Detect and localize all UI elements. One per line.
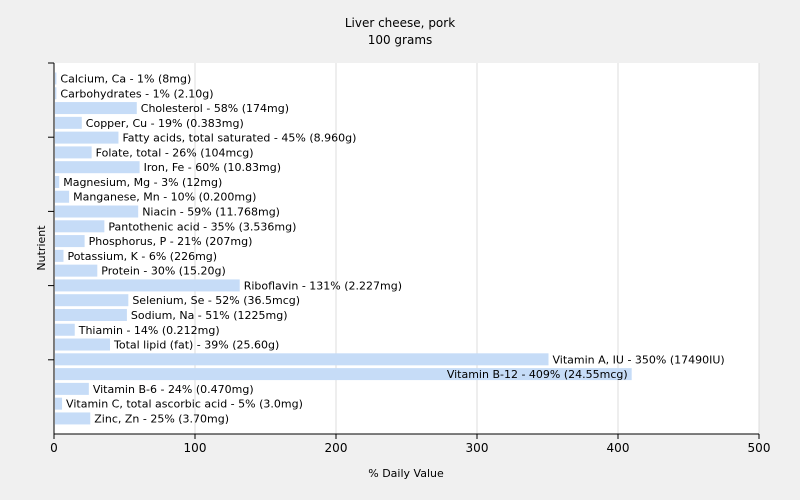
bar-label: Selenium, Se - 52% (36.5mcg) [132, 294, 300, 307]
y-axis-title: Nutrient [35, 225, 48, 271]
bar-label: Total lipid (fat) - 39% (25.60g) [113, 339, 279, 352]
bar-label: Cholesterol - 58% (174mg) [141, 102, 289, 115]
bar-label: Pantothenic acid - 35% (3.536mg) [108, 220, 296, 233]
bar [55, 294, 129, 307]
bar-label: Vitamin B-12 - 409% (24.55mcg) [447, 368, 628, 381]
bar-label: Calcium, Ca - 1% (8mg) [60, 73, 191, 86]
bar [55, 249, 64, 262]
x-axis-title: % Daily Value [368, 467, 444, 480]
bar [55, 338, 110, 351]
bar [55, 308, 127, 321]
bar [55, 235, 85, 248]
bar [55, 116, 82, 129]
bar [55, 353, 549, 366]
bar-label: Carbohydrates - 1% (2.10g) [60, 87, 213, 100]
bar [55, 264, 98, 277]
x-tick-label: 300 [466, 441, 489, 455]
bar-label: Sodium, Na - 51% (1225mg) [131, 309, 288, 322]
bar-label: Zinc, Zn - 25% (3.70mg) [94, 412, 229, 425]
bar [55, 205, 139, 218]
bar [55, 397, 63, 410]
bar [55, 146, 92, 159]
bar-label: Vitamin C, total ascorbic acid - 5% (3.0… [66, 398, 303, 411]
bar-label: Vitamin B-6 - 24% (0.470mg) [93, 383, 254, 396]
bar-label: Vitamin A, IU - 350% (17490IU) [553, 353, 725, 366]
chart-title: Liver cheese, pork [345, 16, 455, 30]
x-tick-label: 500 [748, 441, 771, 455]
bar-label: Riboflavin - 131% (2.227mg) [244, 279, 402, 292]
bar [55, 87, 57, 100]
bar-label: Potassium, K - 6% (226mg) [67, 250, 217, 263]
bar-label: Manganese, Mn - 10% (0.200mg) [73, 191, 256, 204]
bar-label: Iron, Fe - 60% (10.83mg) [144, 161, 281, 174]
bar-label: Folate, total - 26% (104mcg) [96, 146, 254, 159]
bar [55, 368, 632, 381]
bar [55, 175, 60, 188]
bar-label: Protein - 30% (15.20g) [101, 265, 226, 278]
bar [55, 323, 75, 336]
bar [55, 72, 57, 85]
bar-label: Fatty acids, total saturated - 45% (8.96… [122, 132, 356, 145]
bar-label: Phosphorus, P - 21% (207mg) [89, 235, 253, 248]
bars: Calcium, Ca - 1% (8mg)Carbohydrates - 1%… [55, 72, 725, 425]
bar-label: Magnesium, Mg - 3% (12mg) [63, 176, 222, 189]
bar [55, 220, 105, 233]
x-tick-label: 100 [184, 441, 207, 455]
x-tick-label: 400 [607, 441, 630, 455]
bar-label: Niacin - 59% (11.768mg) [142, 206, 280, 219]
bar [55, 279, 240, 292]
x-tick-label: 0 [50, 441, 58, 455]
bar [55, 190, 70, 203]
axes: 0 100 200 300 400 500 [48, 62, 771, 455]
bar-label: Thiamin - 14% (0.212mg) [78, 324, 220, 337]
x-tick-label: 200 [325, 441, 348, 455]
bar [55, 131, 119, 144]
bar [55, 161, 140, 174]
bar-label: Copper, Cu - 19% (0.383mg) [86, 117, 244, 130]
bar [55, 382, 89, 395]
bar [55, 102, 137, 115]
chart-subtitle: 100 grams [368, 33, 433, 47]
bar [55, 412, 91, 425]
